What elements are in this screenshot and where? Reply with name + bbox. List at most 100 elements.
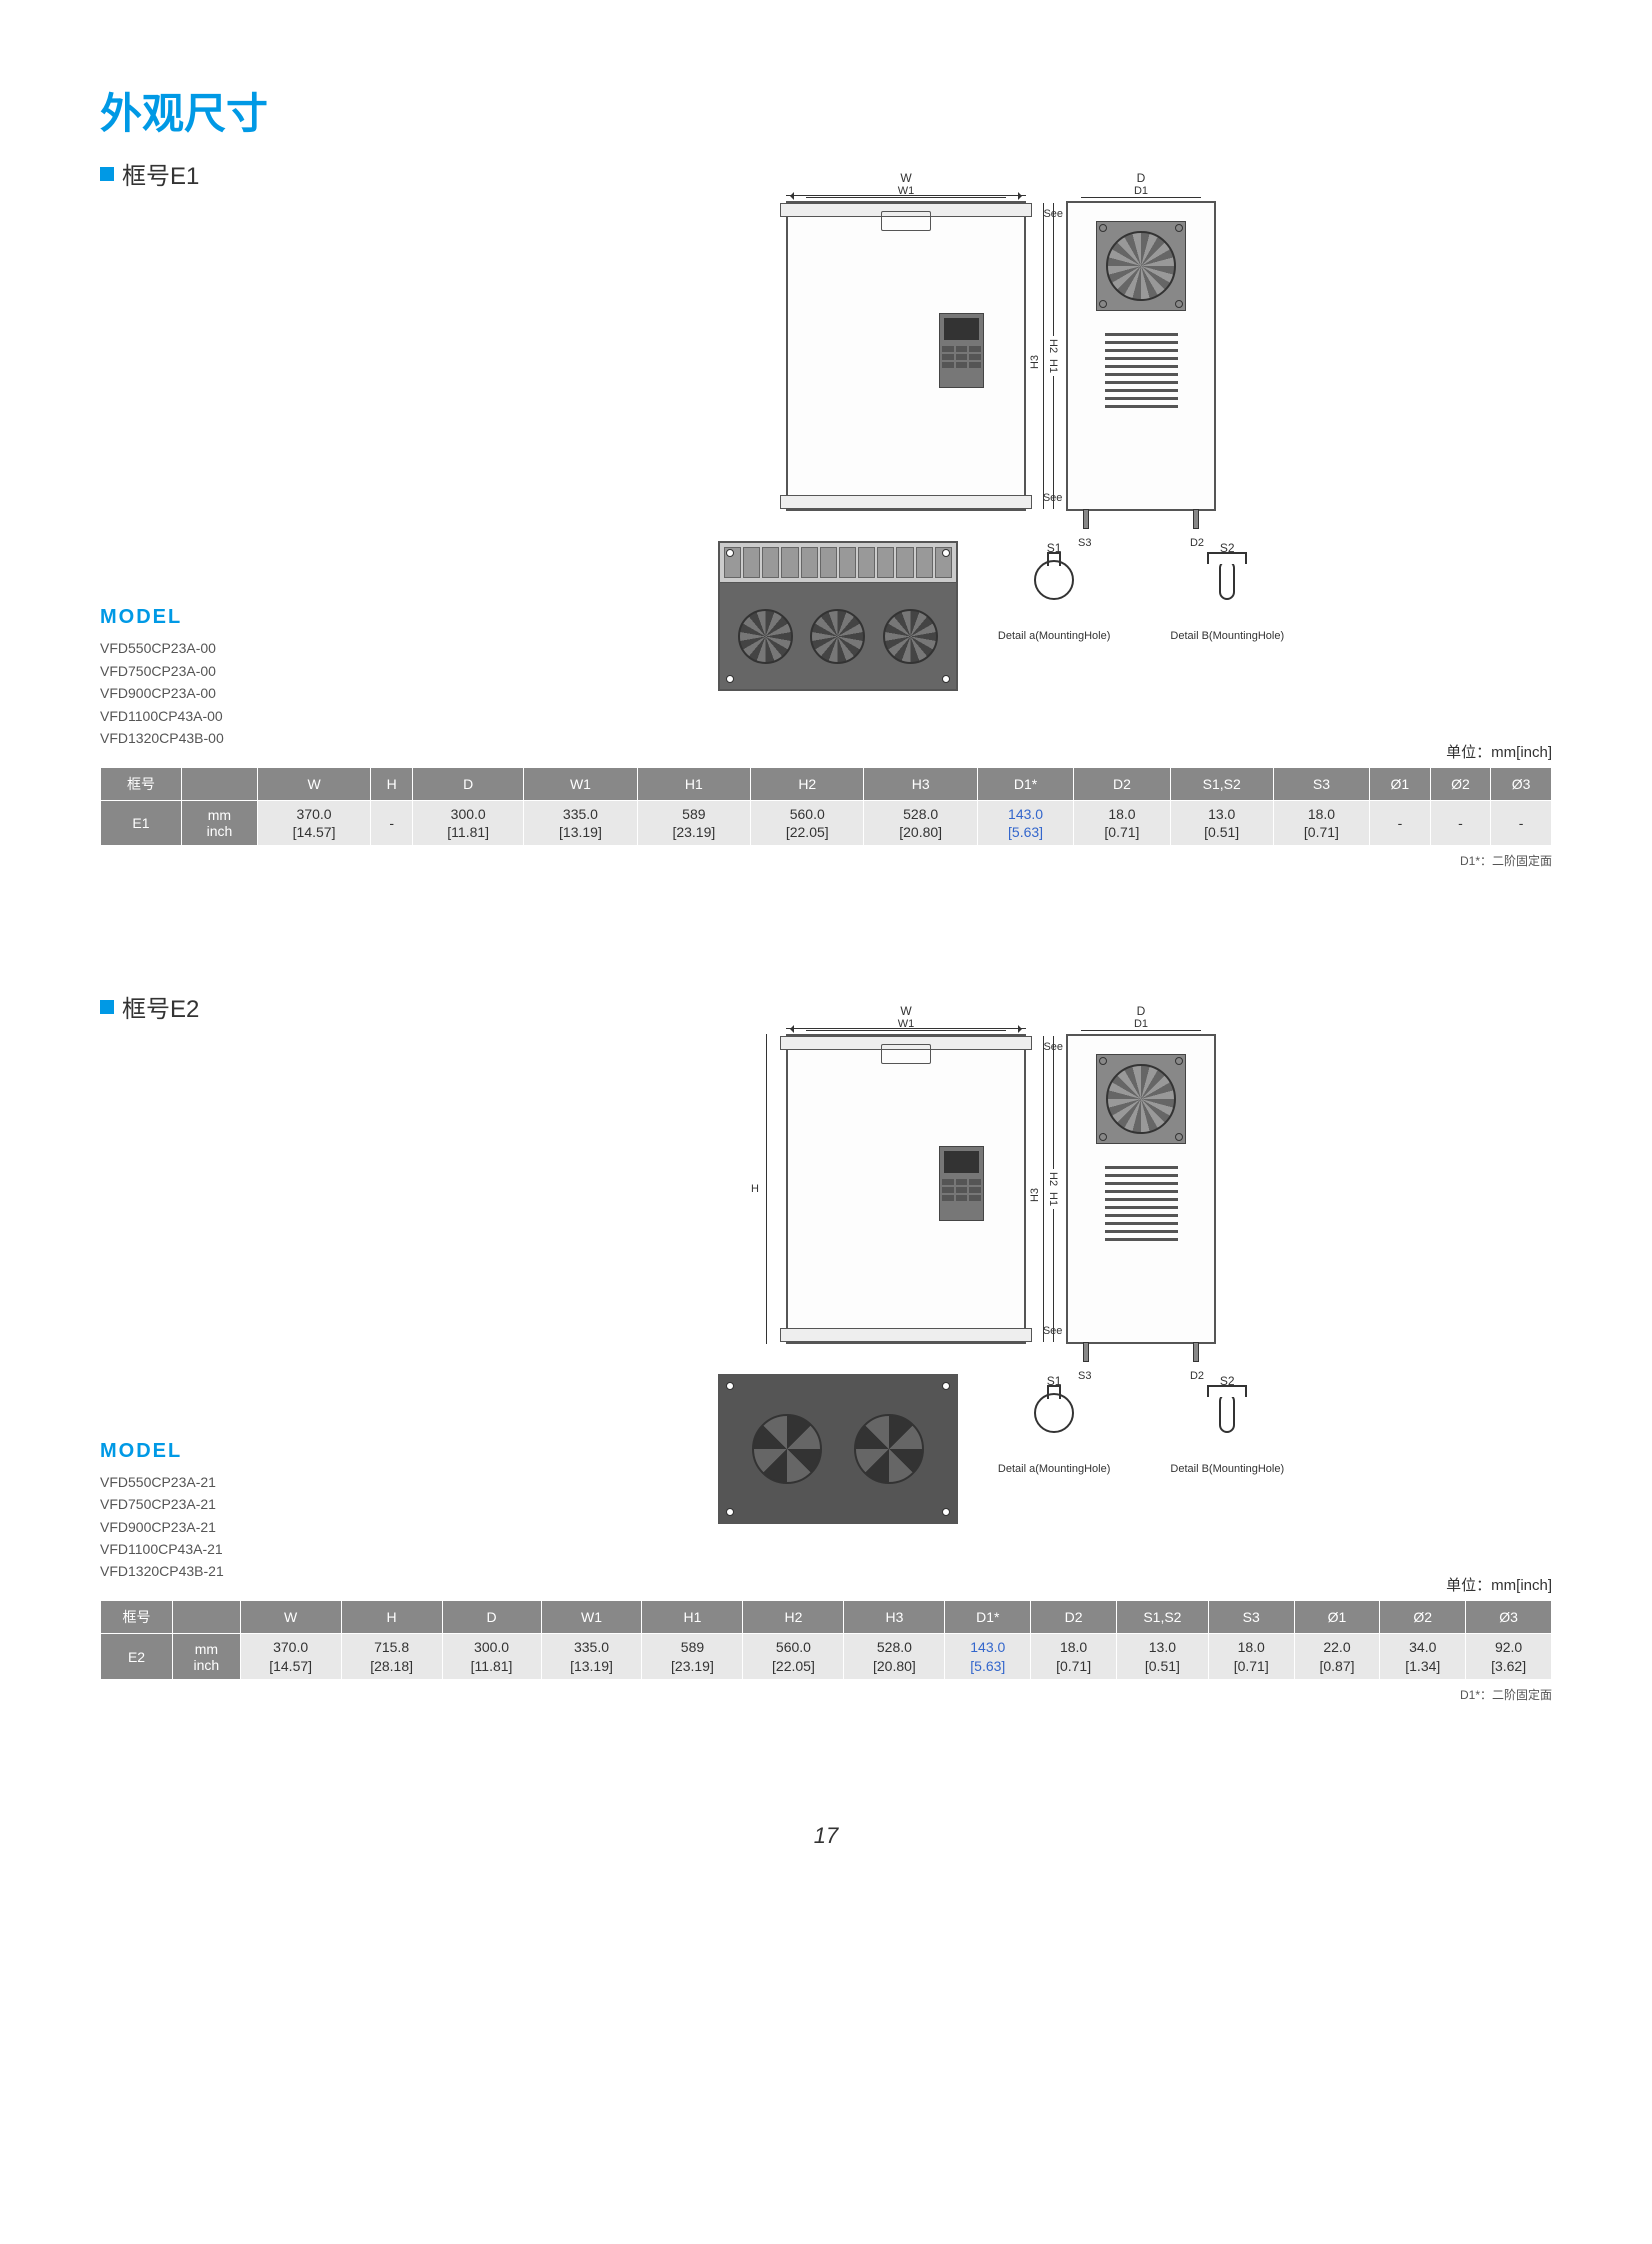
table-cell: 143.0[5.63] xyxy=(945,1634,1031,1679)
table-cell: 528.0[20.80] xyxy=(864,801,977,846)
mounting-hole-b-icon xyxy=(1207,1393,1247,1433)
table-cell: 18.0[0.71] xyxy=(1273,801,1369,846)
table-cell: 560.0[22.05] xyxy=(743,1634,844,1679)
model-item: VFD550CP23A-21 xyxy=(100,1471,224,1493)
table-header: D2 xyxy=(1031,1601,1117,1634)
table-cell: 92.0[3.62] xyxy=(1466,1634,1552,1679)
table-header: Ø2 xyxy=(1380,1601,1466,1634)
dim-d1-label: D1 xyxy=(1081,185,1201,198)
footnote: D1*：二阶固定面 xyxy=(100,1686,1552,1703)
detail-a-caption: Detail a(MountingHole) xyxy=(998,1463,1111,1475)
table-header: W xyxy=(257,768,370,801)
dim-h1-label: H1 xyxy=(1047,1192,1059,1206)
dim-h2-label: H2 xyxy=(1047,1172,1059,1186)
table-cell: 370.0[14.57] xyxy=(240,1634,341,1679)
page-title: 外观尺寸 xyxy=(100,80,1552,141)
mounting-hole-details: S1 Detail a(MountingHole) S2 Detail B(Mo… xyxy=(998,541,1284,642)
table-header: Ø3 xyxy=(1491,768,1552,801)
table-header: 框号 xyxy=(101,1601,173,1634)
dim-h1-label: H1 xyxy=(1047,359,1059,373)
dim-w-label: W xyxy=(900,1004,911,1018)
diagram-area: W W1 xyxy=(100,201,1552,721)
model-item: VFD1320CP43B-00 xyxy=(100,727,224,749)
bottom-view-diagram xyxy=(718,1374,958,1524)
table-header: D xyxy=(413,768,524,801)
vent-icon xyxy=(1105,1166,1178,1246)
model-item: VFD900CP23A-00 xyxy=(100,682,224,704)
diagram-area: W W1 H xyxy=(100,1034,1552,1554)
table-cell: 335.0[13.19] xyxy=(524,801,637,846)
table-cell: 18.0[0.71] xyxy=(1031,1634,1117,1679)
table-cell: 22.0[0.87] xyxy=(1294,1634,1380,1679)
table-header: 框号 xyxy=(101,768,182,801)
frame-section: 框号E2 W W1 H xyxy=(100,989,1552,1702)
dim-h2-label: H2 xyxy=(1047,339,1059,353)
fan-icon xyxy=(883,609,938,664)
model-block: MODEL VFD550CP23A-21VFD750CP23A-21VFD900… xyxy=(100,1440,224,1583)
dim-d-label: D xyxy=(1066,171,1216,185)
table-header: W xyxy=(240,1601,341,1634)
unit-label: 单位：mm[inch] xyxy=(100,1574,1552,1595)
fan-icon xyxy=(810,609,865,664)
table-header: H3 xyxy=(864,768,977,801)
dim-w1-label: W1 xyxy=(806,1018,1006,1031)
table-header: S1,S2 xyxy=(1170,768,1273,801)
table-cell: 528.0[20.80] xyxy=(844,1634,945,1679)
table-cell: 18.0[0.71] xyxy=(1074,801,1170,846)
table-header: D1* xyxy=(977,768,1073,801)
table-header: Ø1 xyxy=(1370,768,1431,801)
model-list: VFD550CP23A-00VFD750CP23A-00VFD900CP23A-… xyxy=(100,637,224,749)
table-header: H2 xyxy=(743,1601,844,1634)
table-header: H1 xyxy=(642,1601,743,1634)
table-cell: 715.8[28.18] xyxy=(341,1634,442,1679)
fan-icon xyxy=(1096,1054,1186,1144)
dimension-table: 框号WHDW1H1H2H3D1*D2S1,S2S3Ø1Ø2Ø3E1 mminch… xyxy=(100,767,1552,846)
keypad-icon xyxy=(939,313,984,388)
table-cell: 560.0[22.05] xyxy=(751,801,864,846)
dim-s3-label: S3 xyxy=(1078,537,1091,549)
dim-h3-label: H3 xyxy=(1029,1188,1041,1202)
fan-icon xyxy=(1096,221,1186,311)
model-item: VFD550CP23A-00 xyxy=(100,637,224,659)
model-item: VFD1100CP43A-21 xyxy=(100,1538,224,1560)
mounting-hole-b-icon xyxy=(1207,560,1247,600)
table-cell: - xyxy=(1370,801,1431,846)
table-header: H3 xyxy=(844,1601,945,1634)
table-cell: 143.0[5.63] xyxy=(977,801,1073,846)
model-item: VFD750CP23A-00 xyxy=(100,660,224,682)
mounting-hole-a-icon xyxy=(1034,560,1074,600)
table-cell: 34.0[1.34] xyxy=(1380,1634,1466,1679)
page-number: 17 xyxy=(100,1823,1552,1849)
table-header: D xyxy=(442,1601,541,1634)
table-cell: 335.0[13.19] xyxy=(541,1634,642,1679)
footnote: D1*：二阶固定面 xyxy=(100,852,1552,869)
side-view-diagram: D D1 H3 S3 xyxy=(1066,1034,1216,1344)
table-header: W1 xyxy=(541,1601,642,1634)
table-header: H xyxy=(371,768,413,801)
dim-d2-label: D2 xyxy=(1190,1370,1204,1382)
detail-b-caption: Detail B(MountingHole) xyxy=(1170,630,1284,642)
table-cell: 13.0[0.51] xyxy=(1116,1634,1208,1679)
table-cell: - xyxy=(1491,801,1552,846)
dim-d1-label: D1 xyxy=(1081,1018,1201,1031)
fan-icon xyxy=(738,609,793,664)
table-cell: 589[23.19] xyxy=(637,801,750,846)
table-cell: 13.0[0.51] xyxy=(1170,801,1273,846)
table-cell: 589[23.19] xyxy=(642,1634,743,1679)
dim-w-label: W xyxy=(900,171,911,185)
bottom-view-diagram xyxy=(718,541,958,691)
model-item: VFD1100CP43A-00 xyxy=(100,705,224,727)
detail-b-caption: Detail B(MountingHole) xyxy=(1170,1463,1284,1475)
table-cell: - xyxy=(371,801,413,846)
table-cell: 370.0[14.57] xyxy=(257,801,370,846)
side-view-diagram: D D1 H3 S3 xyxy=(1066,201,1216,511)
table-header: H1 xyxy=(637,768,750,801)
model-item: VFD750CP23A-21 xyxy=(100,1493,224,1515)
table-header: S1,S2 xyxy=(1116,1601,1208,1634)
table-header: Ø1 xyxy=(1294,1601,1380,1634)
table-header: Ø3 xyxy=(1466,1601,1552,1634)
mounting-hole-details: S1 Detail a(MountingHole) S2 Detail B(Mo… xyxy=(998,1374,1284,1475)
model-item: VFD900CP23A-21 xyxy=(100,1516,224,1538)
dim-h-label: H xyxy=(751,1183,759,1195)
dim-w1-label: W1 xyxy=(806,185,1006,198)
